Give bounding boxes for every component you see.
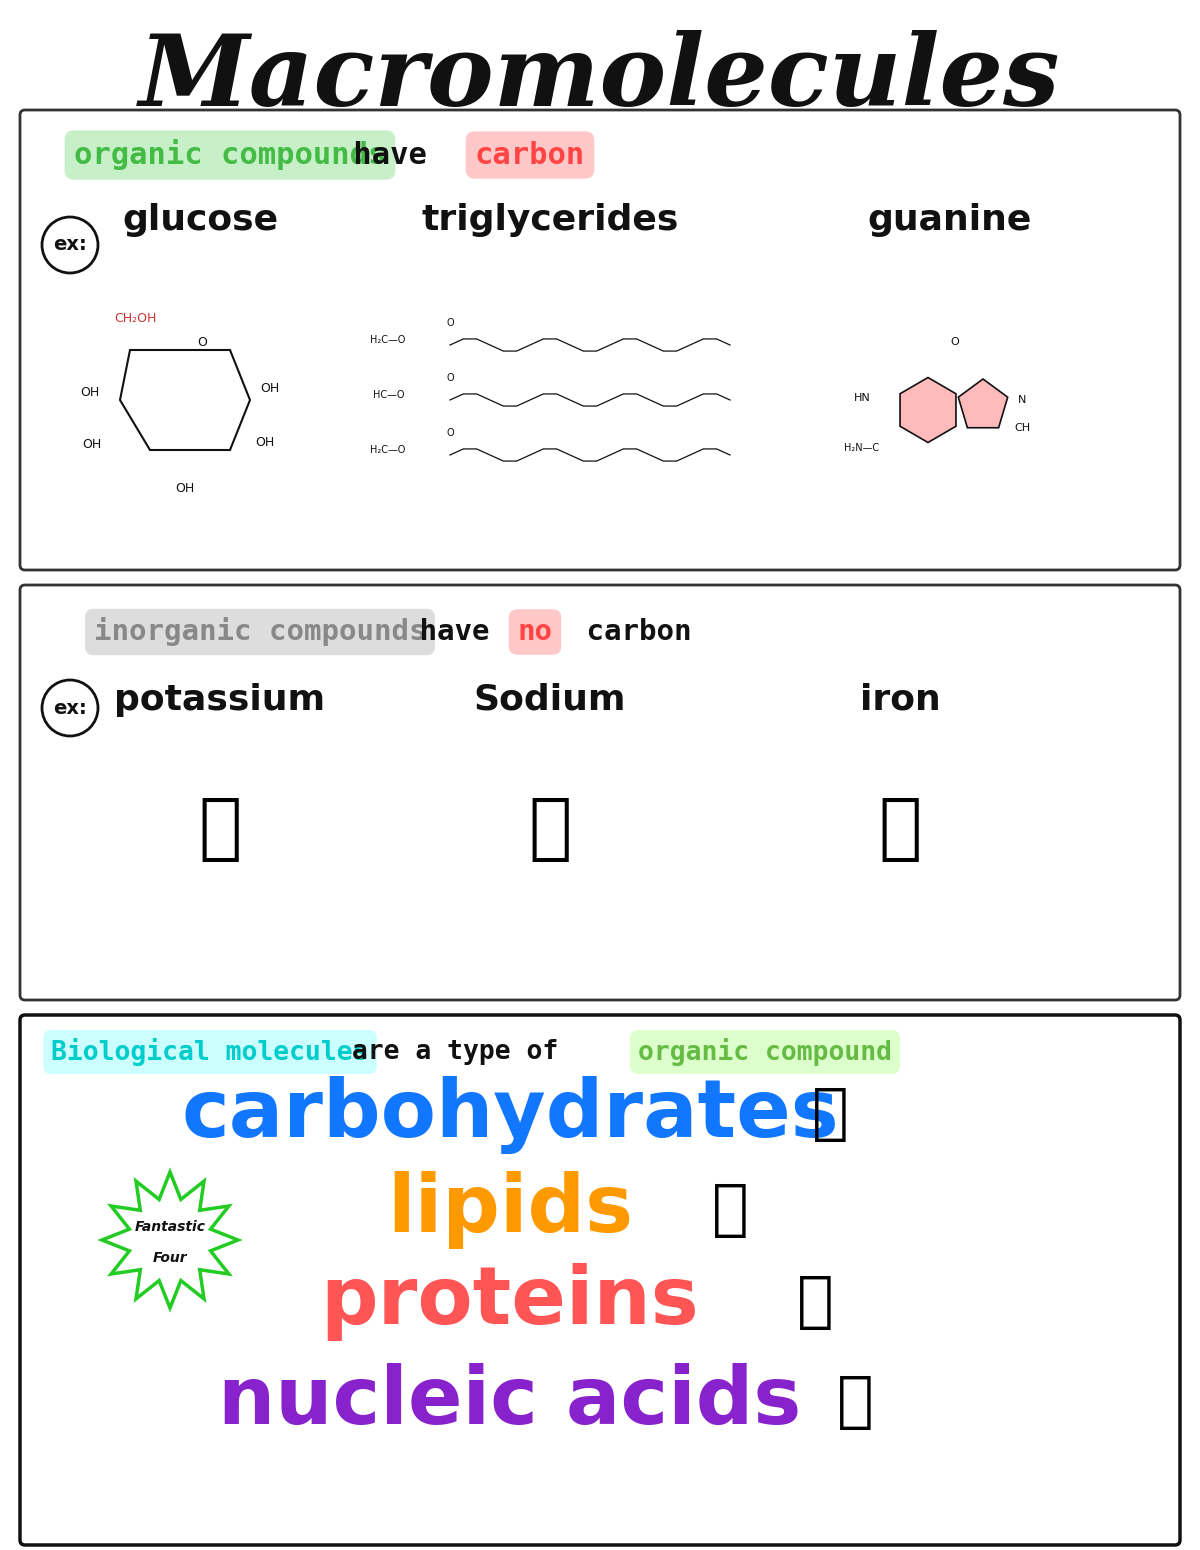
- Text: have: have: [335, 141, 445, 169]
- Text: triglycerides: triglycerides: [421, 203, 679, 237]
- Text: are a type of: are a type of: [336, 1038, 574, 1065]
- FancyBboxPatch shape: [20, 110, 1180, 570]
- Text: H₂C—O: H₂C—O: [370, 335, 406, 346]
- Text: O: O: [446, 318, 454, 329]
- Text: no: no: [517, 618, 552, 646]
- Text: guanine: guanine: [868, 203, 1032, 237]
- Text: lipids: lipids: [386, 1170, 634, 1249]
- Text: 🥖: 🥖: [811, 1085, 848, 1144]
- Text: H₂N—C: H₂N—C: [845, 443, 880, 453]
- Text: HC—O: HC—O: [373, 391, 406, 400]
- Polygon shape: [959, 380, 1008, 428]
- Text: Four: Four: [152, 1251, 187, 1265]
- Text: potassium: potassium: [114, 684, 325, 718]
- Polygon shape: [900, 378, 956, 442]
- Text: 🧬: 🧬: [836, 1372, 874, 1432]
- Text: proteins: proteins: [320, 1263, 700, 1341]
- Text: OH: OH: [83, 439, 102, 451]
- Text: H₂C—O: H₂C—O: [370, 445, 406, 456]
- Text: inorganic compounds: inorganic compounds: [94, 617, 426, 646]
- Text: organic compounds: organic compounds: [74, 140, 386, 170]
- Text: OH: OH: [80, 386, 100, 398]
- Text: 🍟: 🍟: [712, 1181, 749, 1240]
- Polygon shape: [102, 1172, 238, 1308]
- Text: have: have: [402, 618, 508, 646]
- Text: 🥩: 🥩: [797, 1273, 833, 1331]
- Text: O: O: [197, 336, 206, 349]
- Text: Macromolecules: Macromolecules: [139, 29, 1061, 127]
- Text: CH₂OH: CH₂OH: [114, 312, 156, 324]
- Text: Fantastic: Fantastic: [134, 1220, 205, 1234]
- Text: carbon: carbon: [475, 141, 586, 169]
- Text: HN: HN: [853, 394, 870, 403]
- Circle shape: [42, 217, 98, 273]
- Text: Sodium: Sodium: [474, 684, 626, 718]
- Text: ex:: ex:: [53, 699, 86, 718]
- Text: 🍳: 🍳: [878, 795, 922, 865]
- FancyBboxPatch shape: [20, 584, 1180, 1000]
- Text: N: N: [1018, 395, 1026, 405]
- Text: iron: iron: [859, 684, 941, 718]
- Text: ex:: ex:: [53, 236, 86, 254]
- Text: glucose: glucose: [122, 203, 278, 237]
- Text: O: O: [446, 374, 454, 383]
- Text: 🧂: 🧂: [528, 795, 571, 865]
- Text: Biological molecules: Biological molecules: [52, 1038, 368, 1066]
- Text: carbon: carbon: [569, 618, 691, 646]
- Text: CH: CH: [1014, 423, 1030, 432]
- Text: nucleic acids: nucleic acids: [218, 1362, 802, 1442]
- Text: O: O: [950, 336, 959, 347]
- Text: carbohydrates: carbohydrates: [181, 1076, 839, 1155]
- Text: OH: OH: [175, 482, 194, 494]
- Text: OH: OH: [256, 436, 275, 448]
- FancyBboxPatch shape: [20, 1015, 1180, 1545]
- Text: 🍌: 🍌: [198, 795, 241, 865]
- Text: OH: OH: [260, 381, 280, 395]
- Text: organic compound: organic compound: [638, 1038, 892, 1066]
- Text: O: O: [446, 428, 454, 439]
- Circle shape: [42, 680, 98, 736]
